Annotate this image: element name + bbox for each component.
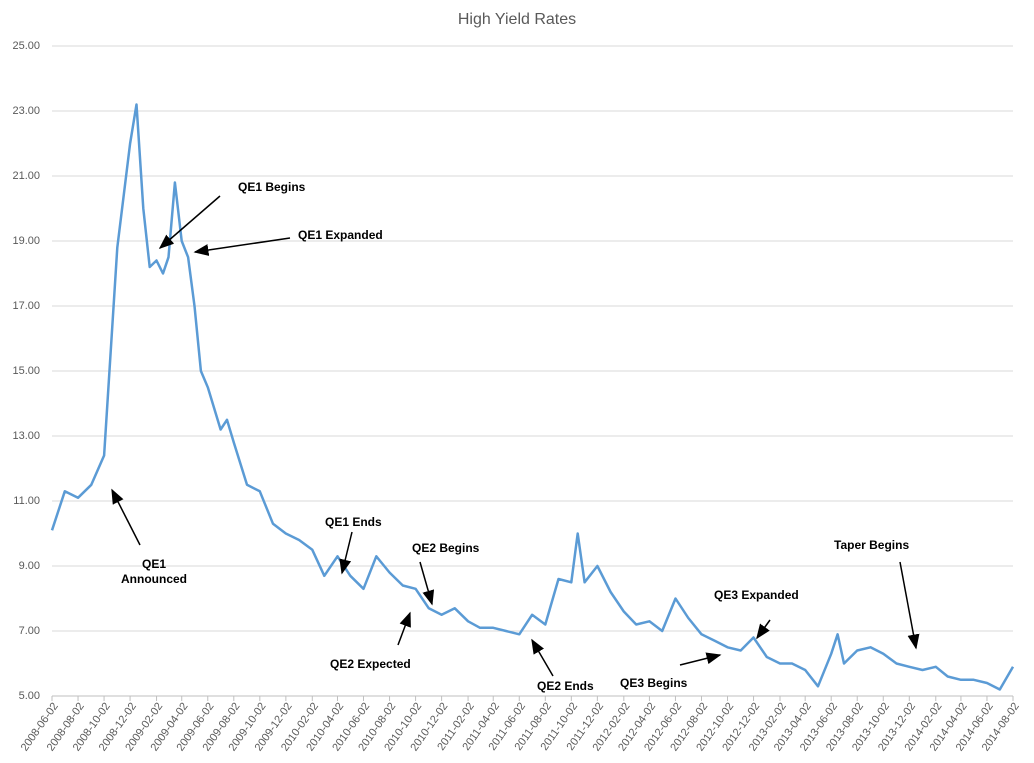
- y-tick-label: 13.00: [12, 430, 40, 442]
- annotation: QE2 Begins: [412, 541, 480, 555]
- annotation-arrow: [339, 531, 353, 575]
- y-tick-label: 23.00: [12, 105, 40, 117]
- annotation-arrow: [419, 561, 435, 606]
- annotation-arrow: [158, 195, 221, 249]
- y-tick-label: 5.00: [19, 690, 40, 702]
- y-tick-label: 7.00: [19, 625, 40, 637]
- annotation: QE1: [142, 557, 166, 571]
- annotation: QE1 Ends: [325, 515, 382, 529]
- y-tick-label: 11.00: [13, 495, 40, 507]
- annotation: Taper Begins: [834, 538, 909, 552]
- y-tick-label: 25.00: [12, 40, 40, 52]
- annotation: QE1 Expanded: [298, 228, 383, 242]
- annotation: QE3 Expanded: [714, 588, 799, 602]
- annotation-arrow: [756, 619, 771, 640]
- annotation-arrow: [899, 561, 920, 650]
- annotation-arrow: [193, 237, 291, 256]
- series-line: [50, 103, 1015, 691]
- annotation-arrow: [111, 488, 141, 546]
- annotation: QE2 Ends: [537, 679, 594, 693]
- y-tick-label: 21.00: [12, 170, 40, 182]
- annotation: QE3 Begins: [620, 676, 688, 690]
- annotation-arrow: [531, 638, 554, 677]
- annotation-arrow: [679, 652, 722, 666]
- y-tick-label: 9.00: [19, 560, 40, 572]
- y-tick-label: 15.00: [12, 365, 40, 377]
- y-tick-label: 17.00: [12, 300, 40, 312]
- annotation: Announced: [121, 572, 187, 586]
- chart-title: High Yield Rates: [458, 11, 576, 28]
- annotation-arrow: [397, 611, 411, 646]
- annotation: QE2 Expected: [330, 657, 411, 671]
- annotation: QE1 Begins: [238, 180, 306, 194]
- y-tick-label: 19.00: [12, 235, 40, 247]
